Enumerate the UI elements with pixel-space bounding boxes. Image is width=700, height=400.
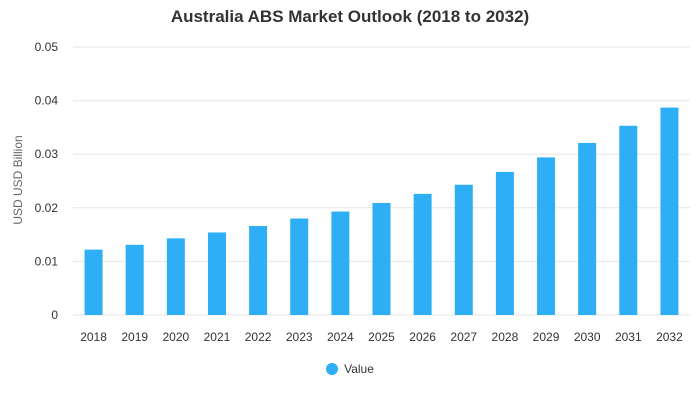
legend[interactable]: Value: [0, 362, 700, 376]
x-tick-label: 2025: [368, 330, 395, 344]
x-tick-label: 2031: [615, 330, 642, 344]
y-tick-label: 0.04: [35, 94, 59, 108]
bar-2029[interactable]: [537, 157, 556, 315]
y-tick-label: 0: [51, 308, 58, 322]
bar-2025[interactable]: [372, 202, 391, 315]
x-tick-label: 2027: [450, 330, 477, 344]
bar-2023[interactable]: [290, 218, 309, 315]
y-tick-label: 0.05: [35, 40, 59, 54]
y-tick-label: 0.01: [35, 254, 59, 268]
y-axis-ticks: 0 0.01 0.02 0.03 0.04 0.05: [35, 40, 59, 322]
chart-title: Australia ABS Market Outlook (2018 to 20…: [170, 7, 530, 26]
legend-label: Value: [344, 362, 374, 376]
y-tick-label: 0.02: [35, 201, 59, 215]
x-tick-label: 2032: [656, 330, 683, 344]
bar-2020[interactable]: [166, 238, 185, 315]
bar-2024[interactable]: [331, 211, 350, 315]
bar-2028[interactable]: [495, 171, 514, 315]
bar-2022[interactable]: [249, 226, 268, 315]
bar-2019[interactable]: [125, 244, 144, 315]
bar-2032[interactable]: [660, 107, 679, 316]
x-tick-label: 2023: [286, 330, 313, 344]
bars: [84, 107, 679, 316]
x-tick-label: 2029: [533, 330, 560, 344]
x-tick-label: 2030: [574, 330, 601, 344]
x-tick-label: 2026: [409, 330, 436, 344]
x-tick-label: 2022: [245, 330, 272, 344]
x-tick-label: 2028: [492, 330, 519, 344]
bar-2030[interactable]: [578, 142, 597, 315]
x-tick-label: 2020: [162, 330, 189, 344]
bar-2026[interactable]: [413, 193, 432, 315]
y-tick-label: 0.03: [35, 147, 59, 161]
y-axis-label: USD USD Billion: [11, 135, 25, 224]
bar-2021[interactable]: [207, 232, 226, 315]
x-tick-label: 2019: [121, 330, 148, 344]
legend-marker-icon: [326, 363, 339, 375]
bar-2031[interactable]: [619, 125, 638, 316]
x-tick-label: 2024: [327, 330, 354, 344]
bar-2018[interactable]: [84, 249, 103, 315]
x-axis-ticks: 2018 2019 2020 2021 2022 2023 2024 2025 2026 2027…: [80, 330, 683, 344]
bar-2027[interactable]: [454, 184, 473, 315]
x-tick-label: 2021: [204, 330, 231, 344]
x-tick-label: 2018: [80, 330, 107, 344]
